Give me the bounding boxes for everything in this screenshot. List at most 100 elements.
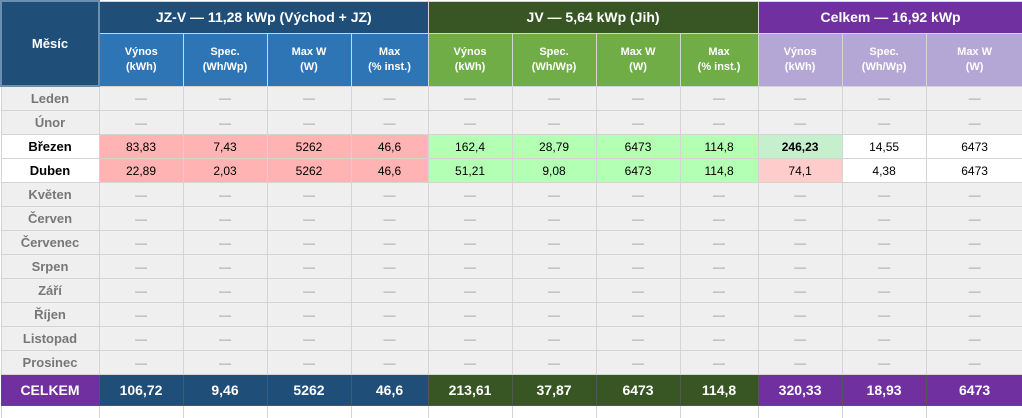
empty-cell xyxy=(595,405,681,418)
cell: — xyxy=(350,182,429,207)
total-cell: 213,61 xyxy=(427,374,513,406)
cell: — xyxy=(679,254,759,279)
month-name: Únor xyxy=(0,110,100,135)
month-row: Listopad — — — — — — — — — — — xyxy=(0,326,1022,351)
group-header-row: Měsíc JZ-V — 11,28 kWp (Východ + JZ) JV — … xyxy=(0,0,1022,87)
cell: — xyxy=(427,254,513,279)
column-header: Max W (W) xyxy=(595,32,681,87)
cell: — xyxy=(841,278,927,303)
cell: — xyxy=(757,254,843,279)
empty-cell xyxy=(679,405,759,418)
column-header: Spec. (Wh/Wp) xyxy=(841,32,927,87)
cell: — xyxy=(98,302,184,327)
cell: — xyxy=(757,350,843,375)
cell: — xyxy=(679,85,759,111)
cell: — xyxy=(757,302,843,327)
cell: — xyxy=(595,350,681,375)
cell: — xyxy=(841,206,927,231)
month-row: Únor — — — — — — — — — — — xyxy=(0,110,1022,135)
month-name: Duben xyxy=(0,158,100,183)
cell: — xyxy=(925,110,1022,135)
cell: 6473 xyxy=(595,158,681,183)
corner-header: Měsíc xyxy=(0,0,100,87)
cell: 46,6 xyxy=(350,158,429,183)
cell: — xyxy=(98,230,184,255)
cell: — xyxy=(182,278,268,303)
cell: — xyxy=(98,110,184,135)
cell: — xyxy=(350,254,429,279)
month-row: Říjen — — — — — — — — — — — xyxy=(0,302,1022,327)
cell: 6473 xyxy=(925,158,1022,183)
group-title: JV — 5,64 kWp (Jih) xyxy=(427,0,759,34)
cell: 7,43 xyxy=(182,134,268,159)
month-name: Srpen xyxy=(0,254,100,279)
cell: — xyxy=(427,326,513,351)
cell: — xyxy=(925,254,1022,279)
cell: — xyxy=(266,278,352,303)
cell: — xyxy=(182,230,268,255)
empty-cell xyxy=(98,405,184,418)
column-header: Max W (W) xyxy=(266,32,352,87)
cell: — xyxy=(266,326,352,351)
cell: — xyxy=(98,278,184,303)
cell: — xyxy=(182,182,268,207)
column-header: Výnos (kWh) xyxy=(98,32,184,87)
group-title: JZ-V — 11,28 kWp (Východ + JZ) xyxy=(98,0,429,34)
cell: — xyxy=(511,302,597,327)
cell: — xyxy=(511,350,597,375)
column-header: Výnos (kWh) xyxy=(427,32,513,87)
cell: — xyxy=(427,182,513,207)
month-name: Září xyxy=(0,278,100,303)
cell: — xyxy=(757,85,843,111)
cell: 114,8 xyxy=(679,134,759,159)
cell: — xyxy=(182,85,268,111)
cell: — xyxy=(98,326,184,351)
cell: — xyxy=(679,110,759,135)
cell: — xyxy=(595,326,681,351)
cell: 2,03 xyxy=(182,158,268,183)
cell: — xyxy=(511,278,597,303)
cell: — xyxy=(266,182,352,207)
cell: — xyxy=(350,230,429,255)
cell: — xyxy=(182,302,268,327)
cell: — xyxy=(925,350,1022,375)
empty-cell xyxy=(182,405,268,418)
cell: — xyxy=(511,110,597,135)
cell: — xyxy=(182,110,268,135)
cell: — xyxy=(757,110,843,135)
month-row: Srpen — — — — — — — — — — — xyxy=(0,254,1022,279)
empty-cell xyxy=(757,405,843,418)
total-cell: 106,72 xyxy=(98,374,184,406)
cell: — xyxy=(511,230,597,255)
month-row: Prosinec — — — — — — — — — — — xyxy=(0,350,1022,375)
cell: — xyxy=(595,302,681,327)
cell: 74,1 xyxy=(757,158,843,183)
cell: — xyxy=(182,326,268,351)
cell: — xyxy=(841,182,927,207)
cell: — xyxy=(266,110,352,135)
cell: 4,38 xyxy=(841,158,927,183)
cell: — xyxy=(98,206,184,231)
cell: — xyxy=(350,326,429,351)
month-name: Červen xyxy=(0,206,100,231)
month-row: Leden — — — — — — — — — — — xyxy=(0,85,1022,111)
cell: — xyxy=(350,350,429,375)
cell: — xyxy=(266,85,352,111)
cell: 6473 xyxy=(925,134,1022,159)
cell: — xyxy=(595,206,681,231)
cell: 5262 xyxy=(266,134,352,159)
cell: — xyxy=(266,206,352,231)
month-row: Duben 22,89 2,03 5262 46,6 51,21 9,08 6473 114,8… xyxy=(0,158,1022,183)
cell: 51,21 xyxy=(427,158,513,183)
month-row: Září — — — — — — — — — — — xyxy=(0,278,1022,303)
cell: 14,55 xyxy=(841,134,927,159)
cell: — xyxy=(266,302,352,327)
total-cell: 46,6 xyxy=(350,374,429,406)
month-name: Květen xyxy=(0,182,100,207)
cell: — xyxy=(679,302,759,327)
cell: 6473 xyxy=(595,134,681,159)
cell: — xyxy=(595,182,681,207)
cell: — xyxy=(679,350,759,375)
